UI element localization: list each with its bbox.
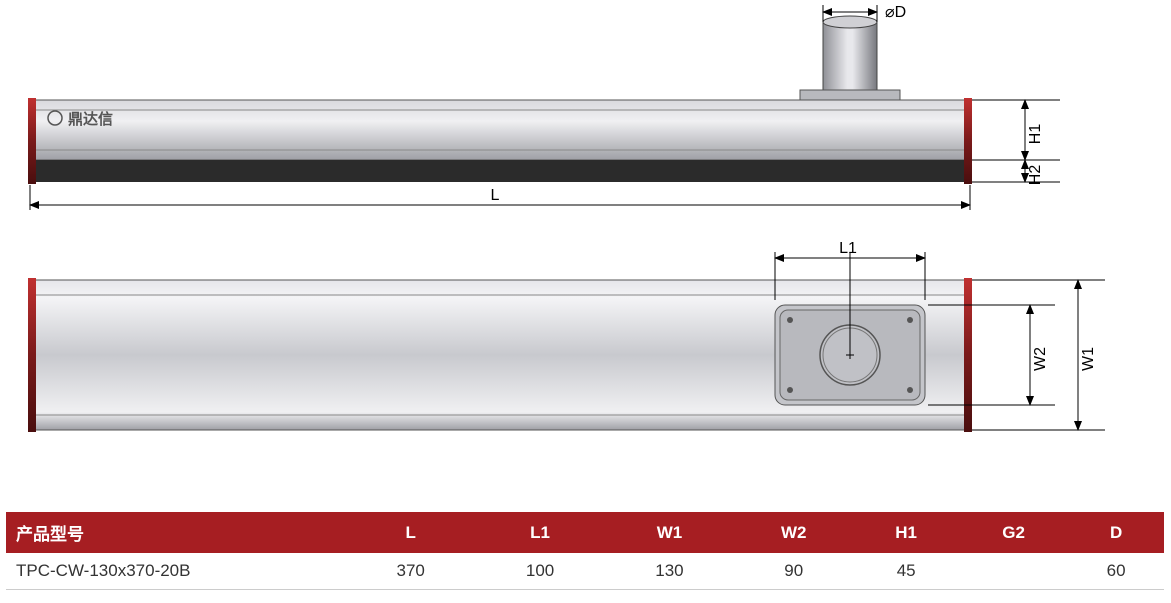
- dim-L1-label: L1: [839, 240, 857, 257]
- col-model: 产品型号: [6, 512, 346, 553]
- dim-H1-label: H1: [1027, 124, 1044, 145]
- cell-D: 60: [1068, 553, 1164, 590]
- cell-L1: 100: [475, 553, 604, 590]
- col-L: L: [346, 512, 475, 553]
- table-header-row: 产品型号 L L1 W1 W2 H1 G2 D: [6, 512, 1164, 553]
- col-D: D: [1068, 512, 1164, 553]
- top-view: [28, 278, 972, 432]
- cell-model: TPC-CW-130x370-20B: [6, 553, 346, 590]
- dim-H2-label: H2: [1027, 165, 1044, 186]
- col-W1: W1: [605, 512, 734, 553]
- cell-W1: 130: [605, 553, 734, 590]
- dim-D-label: ⌀D: [885, 4, 906, 21]
- dim-W2-label: W2: [1032, 347, 1049, 371]
- dim-W1-label: W1: [1080, 347, 1097, 371]
- cell-W2: 90: [734, 553, 853, 590]
- side-view: 鼎达信: [28, 16, 972, 184]
- col-L1: L1: [475, 512, 604, 553]
- cell-H1: 45: [853, 553, 959, 590]
- col-H1: H1: [853, 512, 959, 553]
- engineering-drawing: 鼎达信 L ⌀D H1 H2: [10, 0, 1160, 500]
- dimension-table: 产品型号 L L1 W1 W2 H1 G2 D TPC-CW-130x370-2…: [6, 512, 1164, 590]
- brand-text: 鼎达信: [68, 110, 113, 128]
- cell-G2: [959, 553, 1068, 590]
- col-W2: W2: [734, 512, 853, 553]
- dim-L-label: L: [491, 187, 500, 204]
- table-row: TPC-CW-130x370-20B 370 100 130 90 45 60: [6, 553, 1164, 590]
- cell-L: 370: [346, 553, 475, 590]
- col-G2: G2: [959, 512, 1068, 553]
